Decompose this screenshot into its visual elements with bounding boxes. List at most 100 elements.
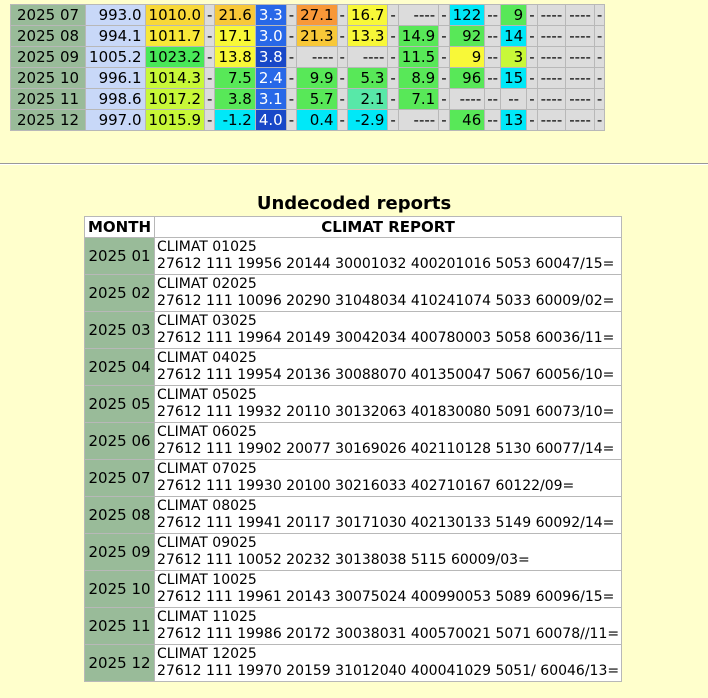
report-month: 2025 07 [83, 459, 156, 497]
report-body-line: 27612 111 19902 20077 30169026 402110128… [157, 441, 615, 457]
value-cell: - [593, 4, 606, 26]
report-month: 2025 05 [83, 385, 156, 423]
report-month: 2025 12 [83, 644, 156, 682]
value-cell: -- [484, 4, 502, 26]
value-cell: 996.1 [85, 67, 146, 89]
report-body-line: 27612 111 10052 20232 30138038 5115 6000… [157, 552, 530, 568]
value-cell: 1014.3 [144, 67, 206, 89]
report-body-line: 27612 111 19954 20136 30088070 401350047… [157, 367, 615, 383]
table-row: 2025 04 CLIMAT 04025 27612 111 19954 20136… [83, 348, 623, 386]
value-cell: - [336, 4, 348, 26]
table-row: 2025 12 CLIMAT 12025 27612 111 19970 20159… [83, 644, 623, 682]
report-month: 2025 01 [83, 237, 156, 275]
table-row: 2025 12 997.0 1015.9- -1.2 4.0-0.4- -2.9- ----… [9, 109, 606, 131]
value-cell: 2.4 [254, 67, 287, 89]
climat-report-cell: CLIMAT 06025 27612 111 19902 20077 301690… [154, 422, 623, 460]
section-divider [0, 163, 708, 165]
report-month: 2025 11 [83, 607, 156, 645]
value-cell: 3.3 [254, 4, 287, 26]
climat-report-cell: CLIMAT 11025 27612 111 19986 20172 300380… [154, 607, 623, 645]
value-cell: - [593, 25, 606, 47]
value-cell: - [285, 67, 298, 89]
climat-report-header: CLIMAT REPORT [154, 216, 623, 238]
table-row: 2025 06 CLIMAT 06025 27612 111 19902 20077… [83, 422, 623, 460]
reports-body: 2025 01 CLIMAT 01025 27612 111 19956 20144… [83, 237, 623, 682]
report-header-line: CLIMAT 04025 [157, 350, 257, 366]
value-cell: 1017.2 [144, 88, 206, 110]
climat-report-cell: CLIMAT 01025 27612 111 19956 20144 300010… [154, 237, 623, 275]
table-row: 2025 09 1005.2 1023.2-13.8 3.8- ---- - ---- -11… [9, 46, 606, 68]
table-row: 2025 10 CLIMAT 10025 27612 111 19961 20143… [83, 570, 623, 608]
section-title: Undecoded reports [256, 193, 452, 214]
value-cell: - [204, 4, 216, 26]
climat-report-cell: CLIMAT 07025 27612 111 19930 20100 302160… [154, 459, 623, 497]
month-cell: 2025 09 [9, 46, 87, 68]
value-cell: 21.6 [214, 4, 256, 26]
value-cell: ---- [565, 4, 595, 26]
report-header-line: CLIMAT 12025 [157, 646, 257, 662]
report-month: 2025 09 [83, 533, 156, 571]
value-cell: - [526, 88, 538, 110]
report-body-line: 27612 111 19986 20172 30038031 400570021… [157, 626, 620, 642]
report-header-line: CLIMAT 07025 [157, 461, 257, 477]
table-row: 2025 09 CLIMAT 09025 27612 111 10052 20232… [83, 533, 623, 571]
value-cell: ---- [565, 109, 595, 131]
value-cell: 5.3 [346, 67, 389, 89]
value-cell: 3.0 [254, 25, 287, 47]
value-cell: -- [484, 88, 502, 110]
report-header-line: CLIMAT 02025 [157, 276, 257, 292]
value-cell: 13 [500, 109, 528, 131]
report-month: 2025 02 [83, 274, 156, 312]
climat-report-cell: CLIMAT 02025 27612 111 10096 20290 310480… [154, 274, 623, 312]
value-cell: ---- [536, 109, 567, 131]
value-cell: - [387, 25, 399, 47]
value-cell: - [593, 109, 606, 131]
value-cell: 14.9 [397, 25, 440, 47]
value-cell: - [526, 46, 538, 68]
report-body-line: 27612 111 19930 20100 30216033 402710167… [157, 478, 575, 494]
report-header-line: CLIMAT 10025 [157, 572, 257, 588]
value-cell: 1015.9 [144, 109, 206, 131]
value-cell: 3.8 [214, 88, 256, 110]
report-body-line: 27612 111 10096 20290 31048034 410241074… [157, 293, 615, 309]
value-cell: ---- [448, 88, 486, 110]
value-cell: - [285, 25, 298, 47]
value-cell: 9.9 [296, 67, 338, 89]
value-cell: - [438, 67, 450, 89]
value-cell: 0.4 [296, 109, 338, 131]
value-cell: 14 [500, 25, 528, 47]
value-cell: 27.1 [296, 4, 338, 26]
report-body-line: 27612 111 19956 20144 30001032 400201016… [157, 256, 615, 272]
value-cell: - [204, 25, 216, 47]
value-cell: - [285, 88, 298, 110]
climat-report-cell: CLIMAT 12025 27612 111 19970 20159 310120… [154, 644, 623, 682]
value-cell: - [336, 88, 348, 110]
month-cell: 2025 08 [9, 25, 87, 47]
value-cell: ---- [536, 46, 567, 68]
value-cell: - [204, 67, 216, 89]
value-cell: 13.8 [214, 46, 256, 68]
value-cell: - [387, 67, 399, 89]
value-cell: 1005.2 [85, 46, 146, 68]
report-month: 2025 04 [83, 348, 156, 386]
report-body-line: 27612 111 19970 20159 31012040 400041029… [157, 663, 620, 679]
value-cell: - [336, 25, 348, 47]
month-cell: 2025 12 [9, 109, 87, 131]
value-cell: - [336, 46, 348, 68]
report-header-line: CLIMAT 05025 [157, 387, 257, 403]
value-cell: - [526, 67, 538, 89]
value-cell: ---- [536, 88, 567, 110]
value-cell: - [336, 67, 348, 89]
value-cell: -- [484, 67, 502, 89]
table-row: 2025 07 CLIMAT 07025 27612 111 19930 20100… [83, 459, 623, 497]
report-month: 2025 08 [83, 496, 156, 534]
climat-report-cell: CLIMAT 10025 27612 111 19961 20143 300750… [154, 570, 623, 608]
value-cell: 1010.0 [144, 4, 206, 26]
value-cell: 9 [448, 46, 486, 68]
value-cell: 4.0 [254, 109, 287, 131]
report-header-line: CLIMAT 09025 [157, 535, 257, 551]
value-cell: ---- [397, 4, 440, 26]
report-header-line: CLIMAT 06025 [157, 424, 257, 440]
report-header-line: CLIMAT 03025 [157, 313, 257, 329]
value-cell: - [438, 88, 450, 110]
